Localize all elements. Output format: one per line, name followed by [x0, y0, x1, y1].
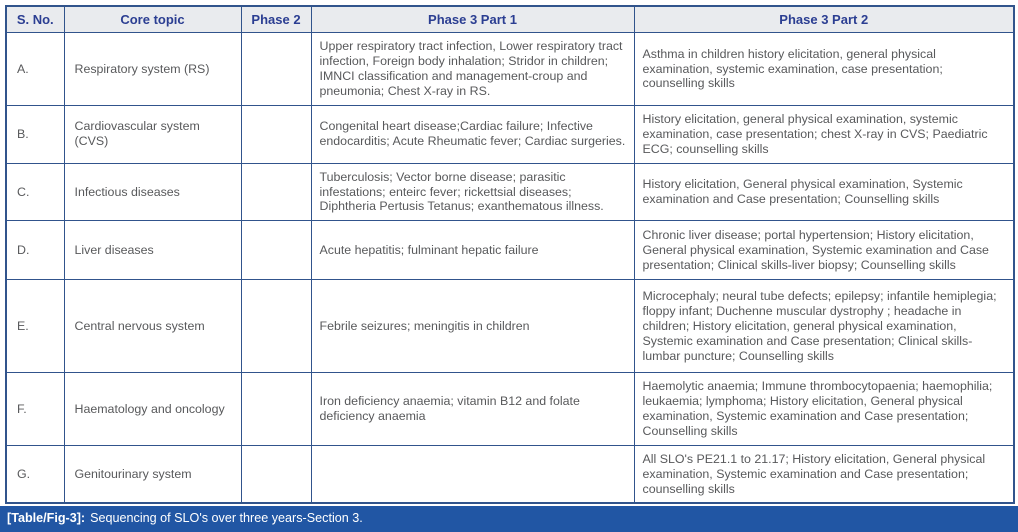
cell-phase3_part2: Microcephaly; neural tube defects; epile…: [633, 279, 1015, 374]
cell-phase3_part2: Haemolytic anaemia; Immune thrombocytopa…: [633, 372, 1015, 446]
cell-core_topic: Central nervous system: [63, 279, 242, 374]
cell-core_topic: Genitourinary system: [63, 444, 242, 504]
cell-core_topic: Haematology and oncology: [63, 372, 242, 446]
header-core-topic: Core topic: [63, 5, 242, 33]
cell-sno: B.: [5, 105, 65, 164]
cell-phase3_part1: Iron deficiency anaemia; vitamin B12 and…: [310, 372, 635, 446]
cell-phase3_part2: Chronic liver disease; portal hypertensi…: [633, 220, 1015, 281]
figure-page: S. No. Core topic Phase 2 Phase 3 Part 1…: [0, 5, 1018, 532]
cell-core_topic: Respiratory system (RS): [63, 32, 242, 106]
cell-sno: D.: [5, 220, 65, 281]
cell-phase3_part1: Febrile seizures; meningitis in children: [310, 279, 635, 374]
cell-phase3_part2: History elicitation, general physical ex…: [633, 105, 1015, 164]
header-phase-2: Phase 2: [240, 5, 312, 33]
cell-core_topic: Infectious diseases: [63, 162, 242, 222]
cell-phase2: [240, 372, 312, 446]
cell-sno: C.: [5, 162, 65, 222]
table-row: D. Liver diseases Acute hepatitis; fulmina…: [5, 220, 1015, 281]
table-row: G. Genitourinary system All SLO's PE21.1 t…: [5, 444, 1015, 504]
cell-core_topic: Cardiovascular system (CVS): [63, 105, 242, 164]
table-row: E. Central nervous system Febrile seizures…: [5, 279, 1015, 374]
table-header-row: S. No. Core topic Phase 2 Phase 3 Part 1…: [5, 5, 1015, 33]
cell-sno: G.: [5, 444, 65, 504]
cell-phase3_part2: Asthma in children history elicitation, …: [633, 32, 1015, 106]
caption-label: [Table/Fig-3]:: [7, 511, 86, 526]
table-row: A. Respiratory system (RS) Upper respirato…: [5, 32, 1015, 106]
cell-phase2: [240, 444, 312, 504]
cell-phase3_part1: Congenital heart disease;Cardiac failure…: [310, 105, 635, 164]
cell-sno: A.: [5, 32, 65, 106]
header-phase-3-part-2: Phase 3 Part 2: [633, 5, 1015, 33]
cell-phase2: [240, 162, 312, 222]
cell-phase3_part1: [310, 444, 635, 504]
header-phase-3-part-1: Phase 3 Part 1: [310, 5, 635, 33]
table-container: S. No. Core topic Phase 2 Phase 3 Part 1…: [5, 5, 1015, 505]
cell-phase2: [240, 279, 312, 374]
cell-phase3_part1: Acute hepatitis; fulminant hepatic failu…: [310, 220, 635, 281]
cell-phase3_part1: Tuberculosis; Vector borne disease; para…: [310, 162, 635, 222]
cell-sno: E.: [5, 279, 65, 374]
cell-phase3_part2: All SLO's PE21.1 to 21.17; History elici…: [633, 444, 1015, 504]
table-row: C. Infectious diseases Tuberculosis; Vecto…: [5, 162, 1015, 222]
header-s-no: S. No.: [5, 5, 65, 33]
cell-core_topic: Liver diseases: [63, 220, 242, 281]
caption-text: Sequencing of SLO's over three years-Sec…: [90, 511, 363, 526]
cell-phase3_part1: Upper respiratory tract infection, Lower…: [310, 32, 635, 106]
cell-phase3_part2: History elicitation, General physical ex…: [633, 162, 1015, 222]
slo-sequencing-table: S. No. Core topic Phase 2 Phase 3 Part 1…: [5, 5, 1015, 505]
cell-phase2: [240, 32, 312, 106]
table-body: A. Respiratory system (RS) Upper respirato…: [5, 32, 1015, 504]
cell-sno: F.: [5, 372, 65, 446]
table-row: B. Cardiovascular system (CVS) Congenital …: [5, 105, 1015, 164]
cell-phase2: [240, 105, 312, 164]
cell-phase2: [240, 220, 312, 281]
table-caption: [Table/Fig-3]: Sequencing of SLO's over t…: [0, 506, 1018, 532]
table-row: F. Haematology and oncology Iron deficienc…: [5, 372, 1015, 446]
